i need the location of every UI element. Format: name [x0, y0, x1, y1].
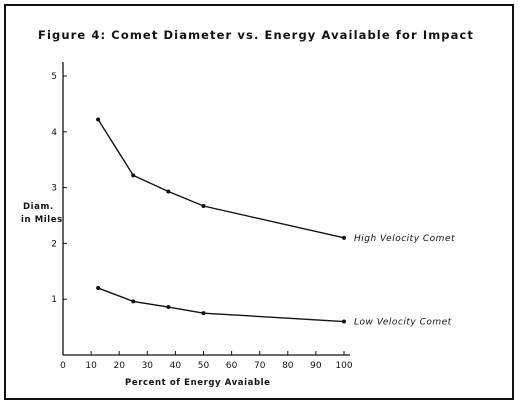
- y-tick-label: 3: [51, 184, 57, 194]
- x-tick-label: 80: [282, 361, 294, 371]
- x-tick-label: 60: [226, 361, 238, 371]
- y-tick-label: 2: [51, 239, 57, 249]
- x-tick-label: 0: [60, 361, 66, 371]
- x-tick-label: 70: [254, 361, 266, 371]
- series-label-low-velocity: Low Velocity Comet: [354, 318, 452, 328]
- data-point: [342, 235, 346, 240]
- x-ticks: 0 10 20 30 40 50 60 70 80 90 100: [60, 351, 353, 371]
- y-tick-label: 4: [51, 128, 57, 138]
- series-layer: High Velocity Comet Low Velocity Comet: [96, 117, 455, 328]
- series-line-high-velocity: [97, 119, 345, 239]
- data-point: [342, 319, 346, 324]
- series-line-low-velocity: [97, 287, 345, 323]
- data-point: [96, 286, 101, 291]
- chart-frame: [4, 4, 514, 400]
- x-tick-label: 10: [85, 361, 97, 371]
- y-axis-label-line2: in Miles: [21, 215, 63, 225]
- axes: [62, 62, 350, 356]
- data-point: [96, 117, 101, 122]
- x-tick-label: 90: [310, 361, 322, 371]
- y-ticks: 1 2 3 4 5: [51, 72, 67, 305]
- data-point: [166, 189, 171, 194]
- x-tick-label: 20: [113, 361, 125, 371]
- x-tick-label: 40: [170, 361, 182, 371]
- x-axis-label: Percent of Energy Avaiable: [125, 378, 271, 388]
- data-point: [201, 204, 206, 209]
- y-tick-label: 1: [51, 295, 57, 305]
- data-point: [131, 173, 136, 178]
- data-point: [201, 311, 206, 316]
- data-point: [166, 305, 171, 310]
- data-point: [131, 299, 136, 304]
- chart-title: Figure 4: Comet Diameter vs. Energy Avai…: [38, 28, 474, 42]
- x-tick-label: 30: [142, 361, 154, 371]
- y-axis-label-line1: Diam.: [23, 202, 54, 212]
- y-tick-label: 5: [51, 72, 57, 82]
- x-tick-label: 100: [335, 361, 352, 371]
- series-label-high-velocity: High Velocity Comet: [354, 234, 455, 244]
- x-tick-label: 50: [198, 361, 210, 371]
